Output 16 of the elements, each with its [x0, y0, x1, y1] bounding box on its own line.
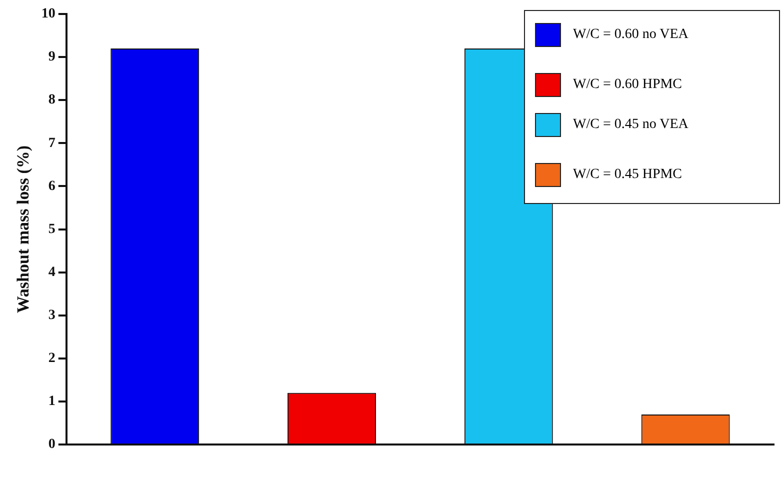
legend-label: W/C = 0.60 no VEA — [573, 27, 688, 43]
y-tick-label: 10 — [41, 6, 56, 22]
y-tick-label: 4 — [48, 264, 56, 280]
y-tick-label: 7 — [48, 136, 56, 151]
y-axis-title: Washout mass loss (%) — [14, 145, 33, 314]
legend-label: W/C = 0.60 HPMC — [573, 77, 682, 93]
y-tick-label: 1 — [48, 394, 56, 410]
y-tick-label: 8 — [48, 92, 56, 108]
legend-label: W/C = 0.45 no VEA — [573, 117, 688, 133]
y-tick-label: 5 — [48, 222, 56, 237]
legend-label: W/C = 0.45 HPMC — [573, 167, 682, 183]
y-tick-label: 3 — [48, 308, 56, 324]
y-tick-label: 2 — [48, 351, 56, 366]
y-tick-label: 6 — [48, 178, 56, 194]
y-tick-label: 0 — [48, 437, 56, 452]
y-tick-label: 9 — [48, 50, 56, 65]
